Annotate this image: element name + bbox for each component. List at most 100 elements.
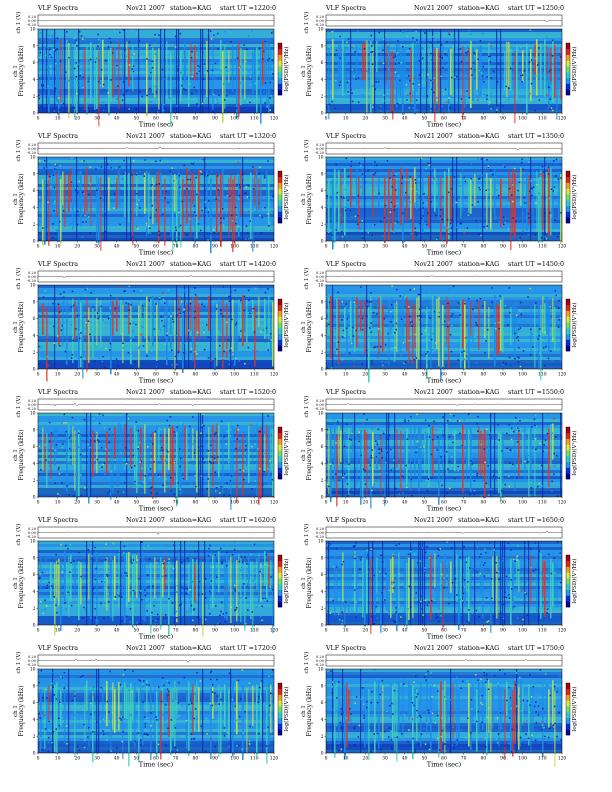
y-tick-label: 4 <box>33 461 36 467</box>
waveform-line <box>37 658 275 663</box>
x-tick-label: 110 <box>250 628 259 634</box>
waveform-ylabel: ch 1 (V) <box>15 396 22 418</box>
panel-title: VLF Spectra <box>38 517 78 524</box>
panel-start-ut: start UT =1350:0 <box>508 133 564 140</box>
x-tick-label: 60 <box>153 244 159 250</box>
x-axis-label: Time (sec) <box>139 121 174 129</box>
x-tick-label: 110 <box>538 372 547 378</box>
waveform-tick-label: 0.20 <box>316 271 325 275</box>
colorbar <box>565 42 571 96</box>
x-tick-label: 20 <box>362 500 368 506</box>
x-tick-label: 90 <box>500 756 506 762</box>
y-axis-channel-label: ch 1 <box>301 705 307 717</box>
x-tick-label: 80 <box>192 116 198 122</box>
x-tick-label: 40 <box>114 756 120 762</box>
waveform-tick-label: -0.20 <box>315 407 325 411</box>
spectra-panel: VLF Spectra Nov21 2007 station=KAG start UT… <box>301 389 582 515</box>
x-tick-label: 50 <box>421 244 427 250</box>
colorbar-label: log(PSD)(V²/Hz) <box>283 303 290 348</box>
panel-header: VLF Spectra Nov21 2007 station=KAG start UT… <box>38 645 300 654</box>
x-tick-label: 110 <box>538 500 547 506</box>
x-tick-label: 90 <box>500 116 506 122</box>
x-tick-label: 110 <box>250 500 259 506</box>
y-tick-label: 10 <box>30 667 36 673</box>
y-tick-label: 4 <box>321 717 324 723</box>
panel-station: station=KAG <box>458 5 500 12</box>
colorbar <box>565 298 571 352</box>
x-tick-label: 90 <box>212 628 218 634</box>
y-tick-label: 4 <box>33 333 36 339</box>
x-tick-label: 110 <box>250 244 259 250</box>
x-tick-label: 120 <box>558 756 567 762</box>
x-tick-label: 30 <box>382 500 388 506</box>
x-tick-label: 10 <box>343 116 349 122</box>
colorbar-label: log(PSD)(V²/Hz) <box>283 687 290 732</box>
y-tick-label: 10 <box>30 411 36 417</box>
spectra-panel: VLF Spectra Nov21 2007 station=KAG start UT… <box>301 645 582 771</box>
waveform-tick-label: -0.20 <box>27 23 37 27</box>
x-tick-label: 100 <box>518 500 527 506</box>
y-tick-label: 10 <box>30 155 36 161</box>
x-tick-label: 70 <box>461 372 467 378</box>
x-tick-label: 20 <box>74 756 80 762</box>
panel-start-ut: start UT =1320:0 <box>220 133 276 140</box>
y-tick-label: 6 <box>33 700 36 706</box>
y-tick-label: 6 <box>321 316 324 322</box>
x-tick-label: 120 <box>558 244 567 250</box>
y-tick-label: 0 <box>321 111 324 117</box>
x-tick-label: 50 <box>421 372 427 378</box>
y-tick-label: 8 <box>33 683 36 689</box>
spectra-panel: VLF Spectra Nov21 2007 station=KAG start UT… <box>13 517 294 643</box>
y-tick-label: 0 <box>321 239 324 245</box>
x-tick-label: 40 <box>114 244 120 250</box>
x-tick-label: 20 <box>362 628 368 634</box>
waveform-tick-label: -0.20 <box>27 663 37 667</box>
waveform-tick-label: -0.20 <box>27 407 37 411</box>
x-tick-label: 70 <box>461 244 467 250</box>
panel-date: Nov21 2007 <box>126 517 165 524</box>
panel-station: station=KAG <box>458 133 500 140</box>
x-tick-label: 40 <box>114 628 120 634</box>
x-tick-label: 120 <box>270 756 279 762</box>
panel-date: Nov21 2007 <box>414 645 453 652</box>
y-tick-label: 8 <box>33 171 36 177</box>
waveform-line <box>37 274 275 279</box>
panel-plot: 0.200.00-0.20 ch 1 (V) 0 2 4 6 8 10 Frequency (k… <box>13 524 290 641</box>
x-tick-label: 20 <box>74 116 80 122</box>
x-tick-label: 0 <box>37 372 40 378</box>
x-tick-label: 100 <box>518 116 527 122</box>
y-axis-label: Frequency (kHz) <box>18 557 25 608</box>
waveform-line <box>37 402 275 407</box>
x-tick-label: 10 <box>343 500 349 506</box>
x-tick-label: 40 <box>402 756 408 762</box>
colorbar-label: log(PSD)(V²/Hz) <box>571 303 578 348</box>
y-tick-label: 8 <box>321 299 324 305</box>
panel-header: VLF Spectra Nov21 2007 station=KAG start UT… <box>326 261 588 270</box>
x-tick-label: 110 <box>250 372 259 378</box>
panel-plot: 0.200.00-0.20 ch 1 (V) 0 2 4 6 8 10 Frequency (k… <box>13 268 290 385</box>
panel-title: VLF Spectra <box>38 261 78 268</box>
panel-plot: 0.200.00-0.20 ch 1 (V) 0 2 4 6 8 10 Frequency (k… <box>301 524 578 641</box>
waveform-line <box>325 403 563 406</box>
x-tick-label: 10 <box>55 116 61 122</box>
waveform-frame <box>37 270 275 283</box>
panel-header: VLF Spectra Nov21 2007 station=KAG start UT… <box>38 261 300 270</box>
x-tick-label: 90 <box>212 116 218 122</box>
panel-station: station=KAG <box>458 645 500 652</box>
y-axis-label: Frequency (kHz) <box>18 685 25 736</box>
x-tick-label: 20 <box>74 628 80 634</box>
waveform-tick-label: 0.00 <box>28 659 37 663</box>
x-tick-label: 10 <box>55 372 61 378</box>
x-tick-label: 110 <box>250 756 259 762</box>
x-tick-label: 60 <box>153 756 159 762</box>
panel-header: VLF Spectra Nov21 2007 station=KAG start UT… <box>38 517 300 526</box>
x-axis-label: Time (sec) <box>427 761 462 769</box>
x-axis-label: Time (sec) <box>427 633 462 641</box>
panel-date: Nov21 2007 <box>126 389 165 396</box>
spectra-panel: VLF Spectra Nov21 2007 station=KAG start UT… <box>301 517 582 643</box>
panel-plot: 0.200.00-0.20 ch 1 (V) 0 2 4 6 8 10 Frequency (k… <box>301 396 578 513</box>
x-tick-label: 50 <box>421 756 427 762</box>
y-tick-label: 8 <box>321 43 324 49</box>
y-axis-channel-label: ch 1 <box>13 193 19 205</box>
waveform-tick-label: 0.00 <box>316 531 325 535</box>
